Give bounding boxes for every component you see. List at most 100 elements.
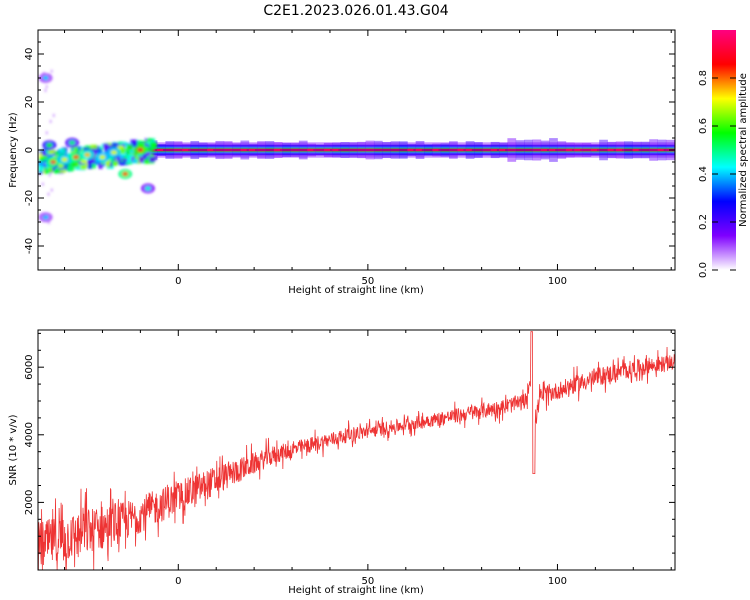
band-fringe <box>282 142 291 158</box>
scatter-cell <box>144 138 150 143</box>
band-hotspot <box>332 149 339 151</box>
scatter-blob-core <box>61 157 68 162</box>
band-fringe <box>449 141 458 159</box>
scatter-cell <box>151 146 155 152</box>
spectrogram-panel: 0 50 100 -40 -20 0 20 40 Height of straight li… <box>8 29 676 296</box>
scatter-cell <box>80 160 88 166</box>
speckle <box>48 74 51 78</box>
scatter-cell <box>98 164 103 169</box>
band-hotspot <box>590 149 597 151</box>
band-hotspot <box>207 149 214 151</box>
scatter-cell <box>126 144 133 151</box>
scatter-cell <box>111 142 118 149</box>
band-hotspot <box>273 149 280 151</box>
band-hotspot <box>182 149 189 151</box>
y-tick-label: 6000 <box>24 354 35 379</box>
spectrogram-y-axis-label: Frequency (Hz) <box>8 112 19 188</box>
scatter-cell <box>38 166 44 172</box>
speckle <box>52 113 55 117</box>
scatter-cell <box>137 142 142 147</box>
band-fringe <box>348 142 358 158</box>
band-fringe <box>198 142 208 158</box>
band-fringe <box>190 140 200 160</box>
band-hotspot <box>248 149 255 151</box>
colorbar-gradient <box>712 30 736 270</box>
scatter-cell <box>123 155 129 160</box>
speckle <box>48 173 51 177</box>
speckle <box>41 182 44 186</box>
band-hotspot <box>307 149 314 151</box>
scatter-cell <box>96 149 103 155</box>
scatter-cell <box>72 145 78 152</box>
y-tick-label: 20 <box>24 96 35 109</box>
y-tick-label: 4000 <box>24 422 35 447</box>
scatter-cell <box>144 159 151 164</box>
band-hotspot <box>549 149 556 151</box>
band-fringe <box>599 139 608 161</box>
band-fringe <box>165 141 175 159</box>
band-fringe <box>649 139 658 161</box>
spectrogram-content <box>38 69 675 225</box>
band-hotspot <box>457 149 464 151</box>
spectrogram-y-ticks: -40 -20 0 20 40 <box>24 41 675 259</box>
band-fringe <box>624 141 633 159</box>
band-fringe <box>215 140 225 160</box>
scatter-cell <box>105 160 111 166</box>
scatter-cell <box>53 151 59 156</box>
scatter-cell <box>75 148 79 154</box>
scatter-blob-core <box>84 152 91 157</box>
snr-frame <box>37 329 676 571</box>
x-tick-label: 50 <box>362 576 375 587</box>
scatter-cell <box>137 153 143 157</box>
scatter-cell <box>124 148 131 153</box>
scatter-cell <box>39 157 45 163</box>
scatter-blob-core <box>69 140 76 145</box>
y-tick-label: -20 <box>24 190 35 206</box>
scatter-blob-core <box>99 155 106 160</box>
scatter-blob-core <box>46 143 53 148</box>
speckle <box>50 171 53 175</box>
scatter-cell <box>90 163 96 169</box>
band-hotspot <box>657 149 664 151</box>
band-fringe <box>532 139 542 161</box>
speckle <box>42 73 45 77</box>
scatter-cell <box>45 169 49 174</box>
speckle <box>45 85 48 89</box>
colorbar-tick-label: 0.6 <box>698 118 709 134</box>
scatter-cell <box>77 164 81 170</box>
snr-y-ticks: 2000 4000 6000 <box>24 332 675 554</box>
scatter-cell <box>87 160 92 164</box>
snr-y-axis-label: SNR (10 * v/v) <box>8 414 19 485</box>
scatter-cell <box>116 143 122 147</box>
band-hotspot <box>540 149 547 151</box>
scatter-cell <box>41 155 48 160</box>
band-hotspot <box>465 149 472 151</box>
band-hotspot <box>499 149 506 151</box>
scatter-cell <box>132 159 139 164</box>
spectral-scatter <box>38 69 158 225</box>
scatter-cell <box>53 168 61 174</box>
scatter-cell <box>106 145 113 151</box>
scatter-cell <box>58 166 65 170</box>
scatter-cell <box>119 153 124 159</box>
scatter-cell <box>126 159 134 163</box>
y-tick-label: 0 <box>24 147 35 153</box>
scatter-cell <box>76 146 82 152</box>
band-fringe <box>223 141 233 159</box>
scatter-cell <box>88 159 96 163</box>
scatter-cell <box>51 165 56 171</box>
snr-x-ticks: 0 50 100 <box>64 330 672 587</box>
snr-x-axis-label: Height of straight line (km) <box>288 585 424 596</box>
scatter-cell <box>61 164 66 169</box>
scatter-blob-core <box>144 186 151 191</box>
x-tick-label: 100 <box>548 276 567 287</box>
scatter-cell <box>144 146 152 152</box>
scatter-cell <box>151 142 157 149</box>
band-fringe <box>440 143 450 157</box>
band-hotspot <box>323 149 330 151</box>
band-fringe <box>515 140 525 160</box>
scatter-cell <box>108 156 113 162</box>
band-fringe <box>315 144 325 156</box>
band-fringe <box>173 141 183 159</box>
band-fringe <box>398 141 408 159</box>
